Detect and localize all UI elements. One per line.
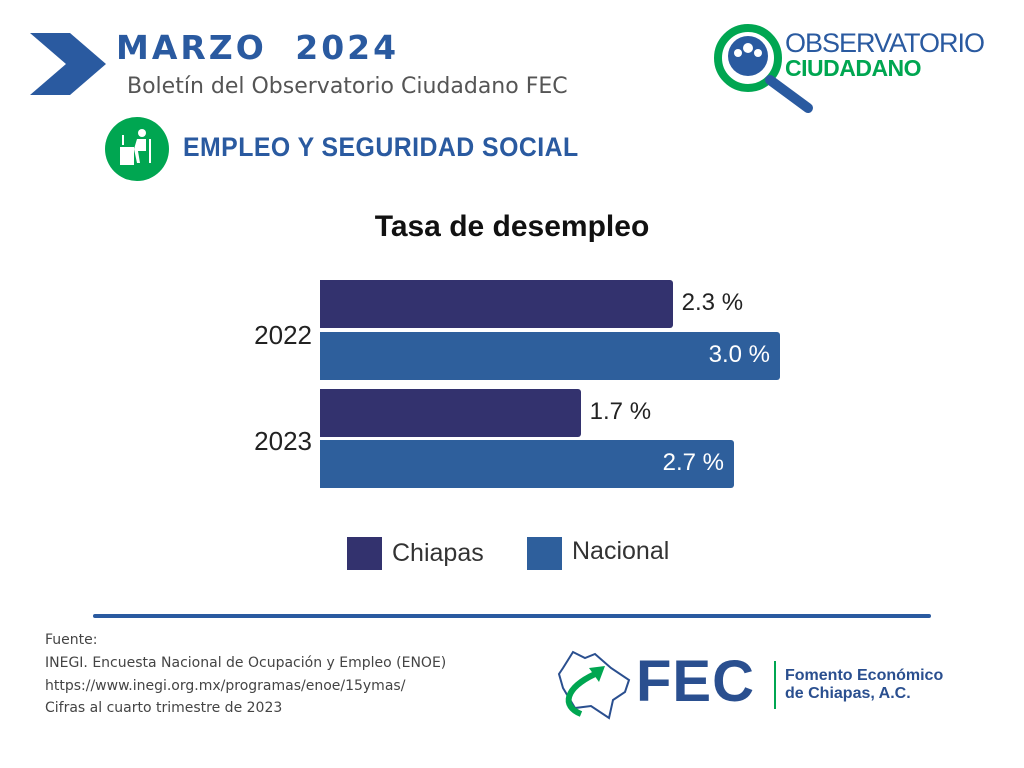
source-label: Fuente: — [45, 632, 98, 648]
y-tick-2023: 2023 — [254, 426, 312, 456]
fec-name-line1: Fomento Económico — [785, 667, 944, 684]
fec-divider — [774, 661, 776, 709]
source-line: Cifras al cuarto trimestre de 2023 — [45, 700, 283, 716]
y-tick-2022: 2022 — [254, 320, 312, 350]
data-label-nacional-2022: 3.0 % — [708, 341, 770, 368]
legend-label-nacional: Nacional — [572, 537, 670, 565]
fec-name-line2: de Chiapas, A.C. — [785, 685, 911, 702]
fec-logo-text: FEC — [636, 649, 755, 714]
worker-desk-icon — [105, 117, 169, 181]
chart-title: Tasa de desempleo — [374, 210, 650, 243]
bulletin-subtitle: Boletín del Observatorio Ciudadano FEC — [127, 74, 568, 99]
divider — [93, 614, 931, 618]
chiapas-map-arrow-icon — [557, 650, 631, 720]
legend-swatch-chiapas — [347, 537, 382, 570]
observatorio-magnifier-icon — [714, 24, 813, 113]
logo-text-observatorio: OBSERVATORIO — [785, 28, 985, 58]
legend-label-chiapas: Chiapas — [392, 539, 484, 567]
bulletin-title: MARZO 2024 — [116, 28, 400, 67]
data-label-nacional-2023: 2.7 % — [662, 449, 724, 476]
bar-chiapas-2022 — [320, 280, 673, 328]
bar-nacional-2023 — [320, 440, 734, 488]
source-line: INEGI. Encuesta Nacional de Ocupación y … — [45, 655, 447, 671]
source-url[interactable]: https://www.inegi.org.mx/programas/enoe/… — [45, 678, 406, 694]
legend-swatch-nacional — [527, 537, 562, 570]
data-label-chiapas-2023: 1.7 % — [589, 398, 652, 425]
section-heading: EMPLEO Y SEGURIDAD SOCIAL — [183, 132, 579, 162]
logo-text-ciudadano: CIUDADANO — [785, 55, 922, 81]
chevron-icon — [30, 33, 106, 95]
bar-chiapas-2023 — [320, 389, 581, 437]
data-label-chiapas-2022: 2.3 % — [681, 289, 744, 316]
bar-nacional-2022 — [320, 332, 780, 380]
